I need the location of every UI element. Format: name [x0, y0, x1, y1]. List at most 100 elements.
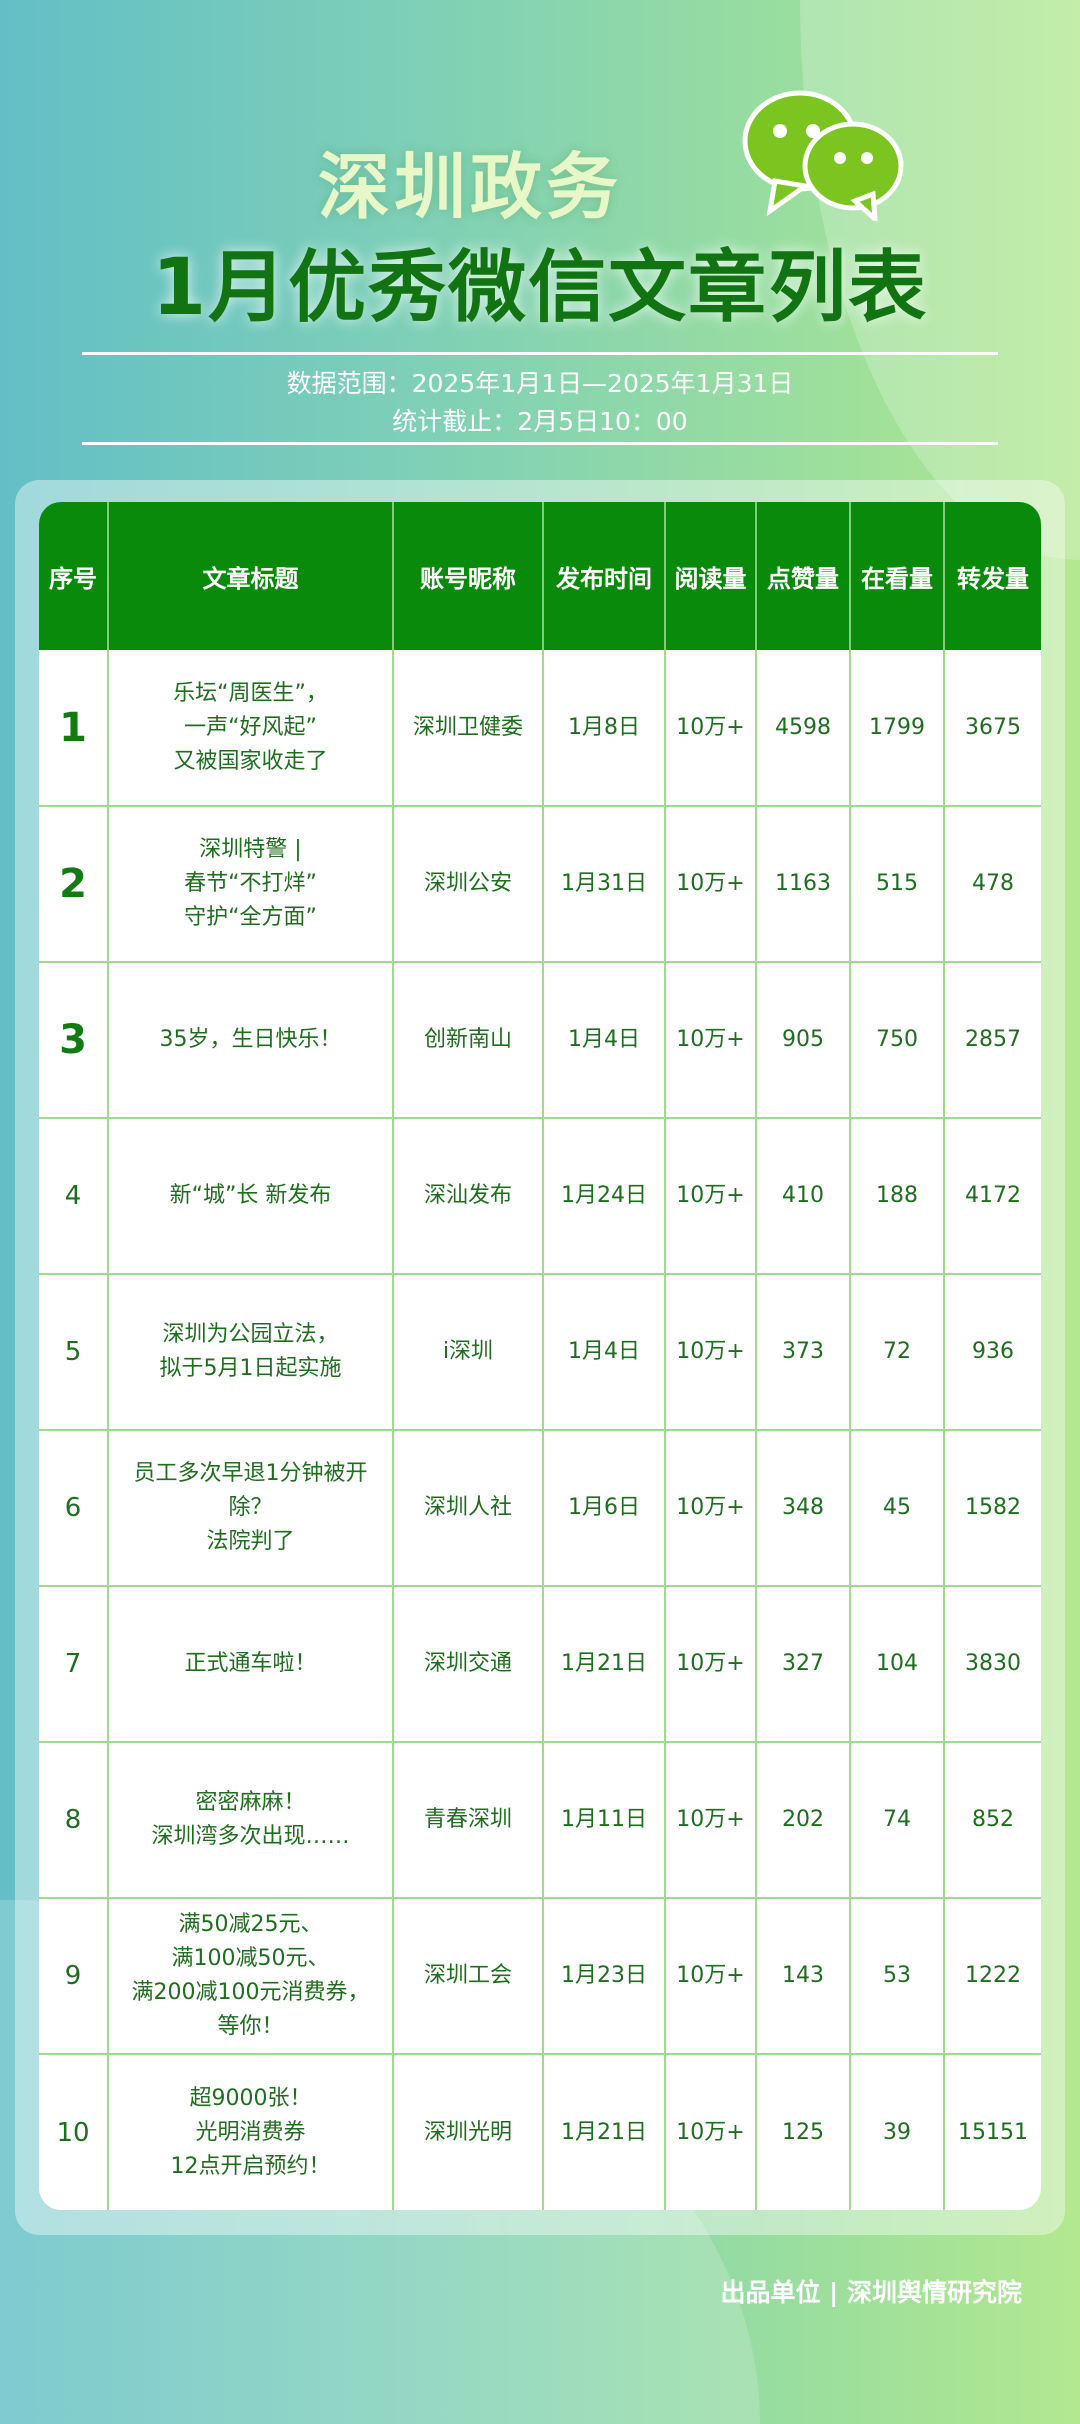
- cell-date: 1月21日: [543, 2054, 666, 2210]
- footer-credit: 出品单位 | 深圳舆情研究院: [720, 2278, 1022, 2307]
- cell-account: 深圳光明: [393, 2054, 544, 2210]
- cell-rank: 4: [39, 1118, 109, 1275]
- cell-shares: 1222: [944, 1898, 1041, 2055]
- column-header: 在看量: [850, 502, 945, 650]
- cell-title: 深圳特警 | 春节“不打烊” 守护“全方面”: [108, 806, 394, 963]
- cell-date: 1月11日: [543, 1742, 666, 1899]
- cell-shares: 3675: [944, 650, 1041, 807]
- cell-reads: 10万+: [665, 1742, 757, 1899]
- cell-title: 满50减25元、 满100减50元、 满200减100元消费券， 等你！: [108, 1898, 394, 2055]
- cell-shares: 3830: [944, 1586, 1041, 1743]
- cell-watching: 45: [850, 1430, 945, 1587]
- cell-shares: 4172: [944, 1118, 1041, 1275]
- cell-account: i深圳: [393, 1274, 544, 1431]
- cell-rank: 2: [39, 806, 109, 963]
- divider: [82, 442, 998, 445]
- cell-reads: 10万+: [665, 806, 757, 963]
- cell-likes: 143: [756, 1898, 851, 2055]
- cell-date: 1月8日: [543, 650, 666, 807]
- table-header: 序号 文章标题 账号昵称 发布时间 阅读量 点赞量 在看量 转发量: [39, 502, 1041, 650]
- cell-watching: 515: [850, 806, 945, 963]
- cell-watching: 750: [850, 962, 945, 1119]
- column-header: 发布时间: [543, 502, 666, 650]
- cell-likes: 373: [756, 1274, 851, 1431]
- cell-likes: 125: [756, 2054, 851, 2210]
- cell-watching: 39: [850, 2054, 945, 2210]
- cell-likes: 905: [756, 962, 851, 1119]
- cell-reads: 10万+: [665, 962, 757, 1119]
- cell-rank: 7: [39, 1586, 109, 1743]
- cell-account: 青春深圳: [393, 1742, 544, 1899]
- cell-reads: 10万+: [665, 1586, 757, 1743]
- cell-reads: 10万+: [665, 650, 757, 807]
- cutoff-time: 统计截止：2月5日10：00: [392, 407, 688, 436]
- cell-watching: 72: [850, 1274, 945, 1431]
- cell-watching: 1799: [850, 650, 945, 807]
- cell-title: 密密麻麻！ 深圳湾多次出现……: [108, 1742, 394, 1899]
- cell-reads: 10万+: [665, 1274, 757, 1431]
- cell-account: 深圳人社: [393, 1430, 544, 1587]
- table-row: 7 正式通车啦！ 深圳交通 1月21日 10万+ 327 104 3830: [39, 1586, 1041, 1743]
- article-table: 序号 文章标题 账号昵称 发布时间 阅读量 点赞量 在看量 转发量 1 乐坛“周医生”， 一声“…: [39, 502, 1041, 2210]
- cell-shares: 852: [944, 1742, 1041, 1899]
- cell-date: 1月6日: [543, 1430, 666, 1587]
- cell-account: 深圳公安: [393, 806, 544, 963]
- cell-title: 乐坛“周医生”， 一声“好风起” 又被国家收走了: [108, 650, 394, 807]
- cell-likes: 327: [756, 1586, 851, 1743]
- cell-likes: 1163: [756, 806, 851, 963]
- table-row: 6 员工多次早退1分钟被开除？ 法院判了 深圳人社 1月6日 10万+ 348 45 1582: [39, 1430, 1041, 1587]
- cell-reads: 10万+: [665, 1898, 757, 2055]
- column-header: 阅读量: [665, 502, 757, 650]
- cell-account: 深汕发布: [393, 1118, 544, 1275]
- cell-title: 新“城”长 新发布: [108, 1118, 394, 1275]
- column-header: 点赞量: [756, 502, 851, 650]
- cell-watching: 188: [850, 1118, 945, 1275]
- cell-watching: 74: [850, 1742, 945, 1899]
- page-title-line1: 深圳政务: [317, 145, 622, 229]
- cell-shares: 478: [944, 806, 1041, 963]
- cell-likes: 4598: [756, 650, 851, 807]
- table-row: 2 深圳特警 | 春节“不打烊” 守护“全方面” 深圳公安 1月31日 10万+ 1163…: [39, 806, 1041, 963]
- cell-account: 深圳交通: [393, 1586, 544, 1743]
- cell-likes: 410: [756, 1118, 851, 1275]
- cell-date: 1月24日: [543, 1118, 666, 1275]
- cell-title: 深圳为公园立法， 拟于5月1日起实施: [108, 1274, 394, 1431]
- column-header: 文章标题: [108, 502, 394, 650]
- cell-reads: 10万+: [665, 1430, 757, 1587]
- divider: [82, 352, 998, 355]
- cell-rank: 6: [39, 1430, 109, 1587]
- cell-date: 1月4日: [543, 1274, 666, 1431]
- table-row: 5 深圳为公园立法， 拟于5月1日起实施 i深圳 1月4日 10万+ 373 72 936: [39, 1274, 1041, 1431]
- cell-date: 1月23日: [543, 1898, 666, 2055]
- column-header: 序号: [39, 502, 109, 650]
- cell-likes: 348: [756, 1430, 851, 1587]
- cell-rank: 3: [39, 962, 109, 1119]
- cell-title: 正式通车啦！: [108, 1586, 394, 1743]
- table-row: 9 满50减25元、 满100减50元、 满200减100元消费券， 等你！ 深圳工…: [39, 1898, 1041, 2055]
- table-row: 8 密密麻麻！ 深圳湾多次出现…… 青春深圳 1月11日 10万+ 202 74 852: [39, 1742, 1041, 1899]
- cell-account: 创新南山: [393, 962, 544, 1119]
- cell-rank: 1: [39, 650, 109, 807]
- cell-shares: 15151: [958, 2119, 1028, 2145]
- page-title-line2: 1月优秀微信文章列表: [151, 243, 929, 333]
- cell-title: 35岁，生日快乐！: [108, 962, 394, 1119]
- data-range: 数据范围：2025年1月1日—2025年1月31日: [286, 369, 794, 398]
- cell-date: 1月31日: [543, 806, 666, 963]
- table-row: 1 乐坛“周医生”， 一声“好风起” 又被国家收走了 深圳卫健委 1月8日 10万+ 45…: [39, 650, 1041, 807]
- cell-shares: 1582: [944, 1430, 1041, 1587]
- cell-account: 深圳工会: [393, 1898, 544, 2055]
- cell-rank: 10: [39, 2054, 109, 2210]
- cell-watching: 104: [850, 1586, 945, 1743]
- cell-date: 1月21日: [543, 1586, 666, 1743]
- cell-title: 超9000张！ 光明消费券 12点开启预约！: [108, 2054, 394, 2210]
- cell-shares: 2857: [944, 962, 1041, 1119]
- wechat-icon: [742, 90, 904, 221]
- cell-likes: 202: [756, 1742, 851, 1899]
- cell-title: 员工多次早退1分钟被开除？ 法院判了: [108, 1430, 394, 1587]
- cell-reads: 10万+: [665, 1118, 757, 1275]
- table-row: 4 新“城”长 新发布 深汕发布 1月24日 10万+ 410 188 4172: [39, 1118, 1041, 1275]
- cell-rank: 5: [39, 1274, 109, 1431]
- table-row: 3 35岁，生日快乐！ 创新南山 1月4日 10万+ 905 750 2857: [39, 962, 1041, 1119]
- cell-date: 1月4日: [543, 962, 666, 1119]
- cell-rank: 8: [39, 1742, 109, 1899]
